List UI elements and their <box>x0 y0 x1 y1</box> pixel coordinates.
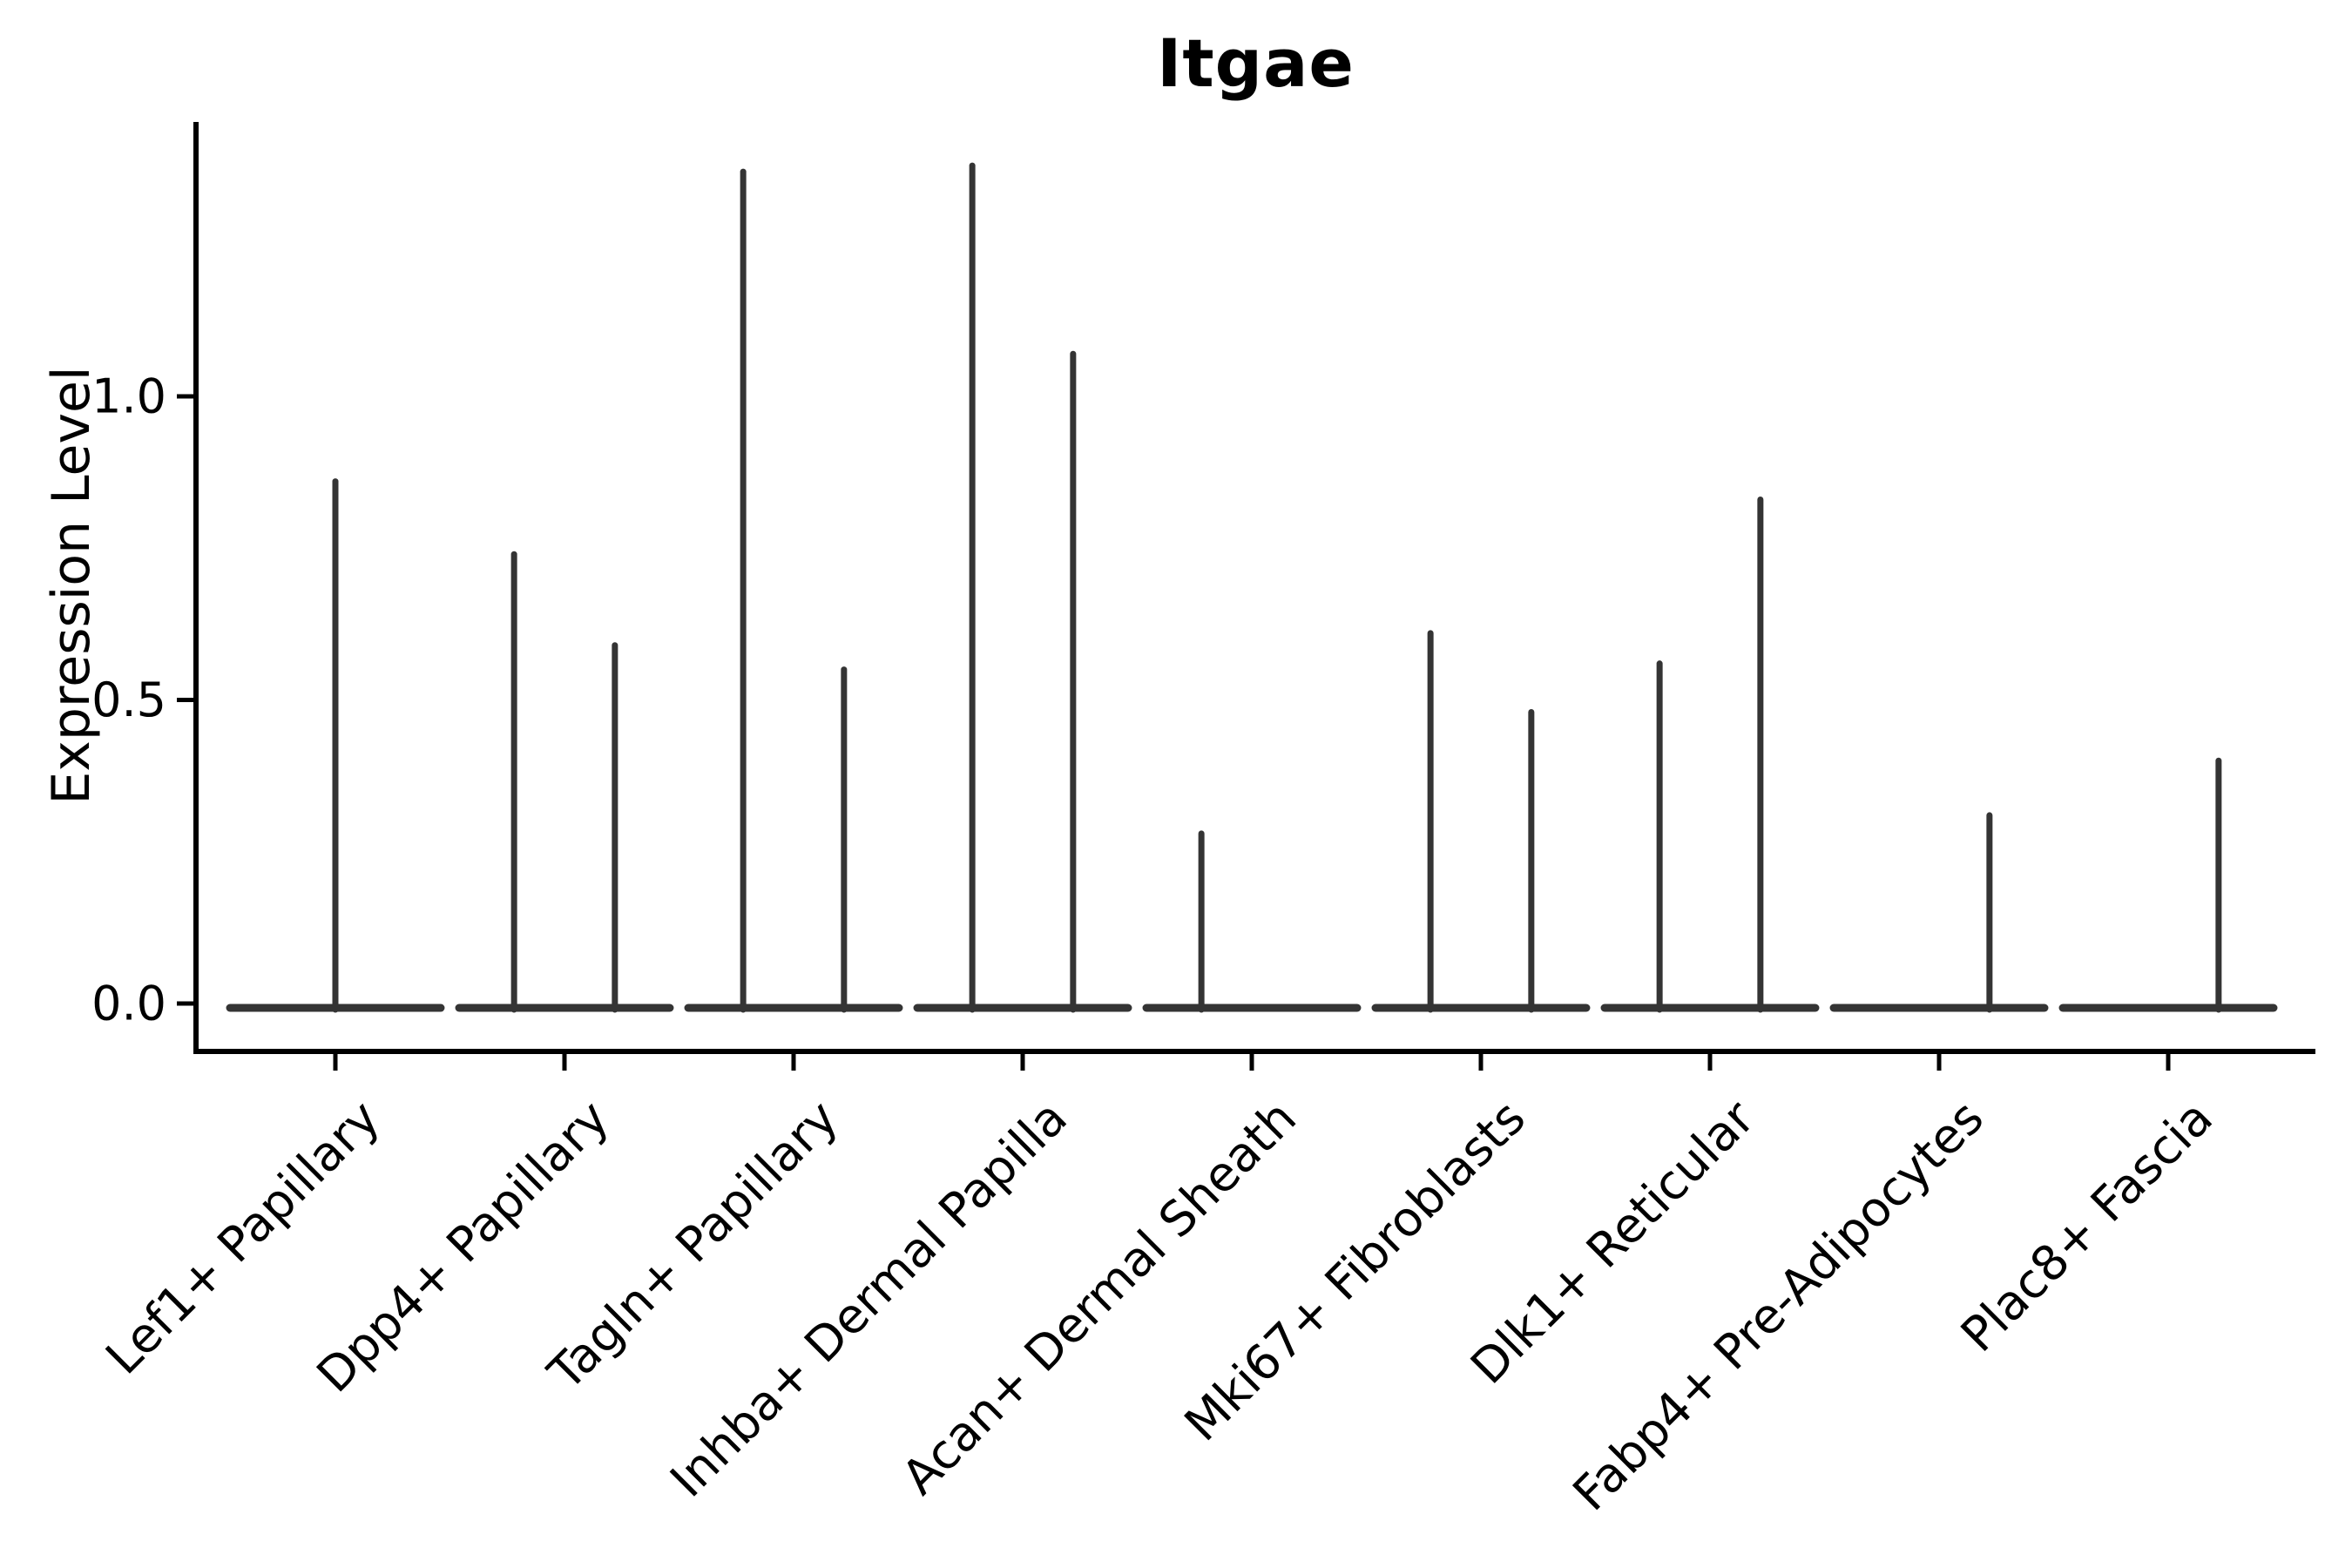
y-tick-label: 0.5 <box>91 672 166 727</box>
chart-title: Itgae <box>1157 24 1355 102</box>
y-tick-label: 0.0 <box>91 977 166 1031</box>
x-tick-label: Inhba+ Dermal Papilla <box>659 1090 1078 1508</box>
y-tick-label: 1.0 <box>91 369 166 424</box>
x-tick-label: Fabp4+ Pre-Adipocytes <box>1562 1090 1994 1522</box>
x-tick-label: Acan+ Dermal Sheath <box>891 1090 1307 1505</box>
